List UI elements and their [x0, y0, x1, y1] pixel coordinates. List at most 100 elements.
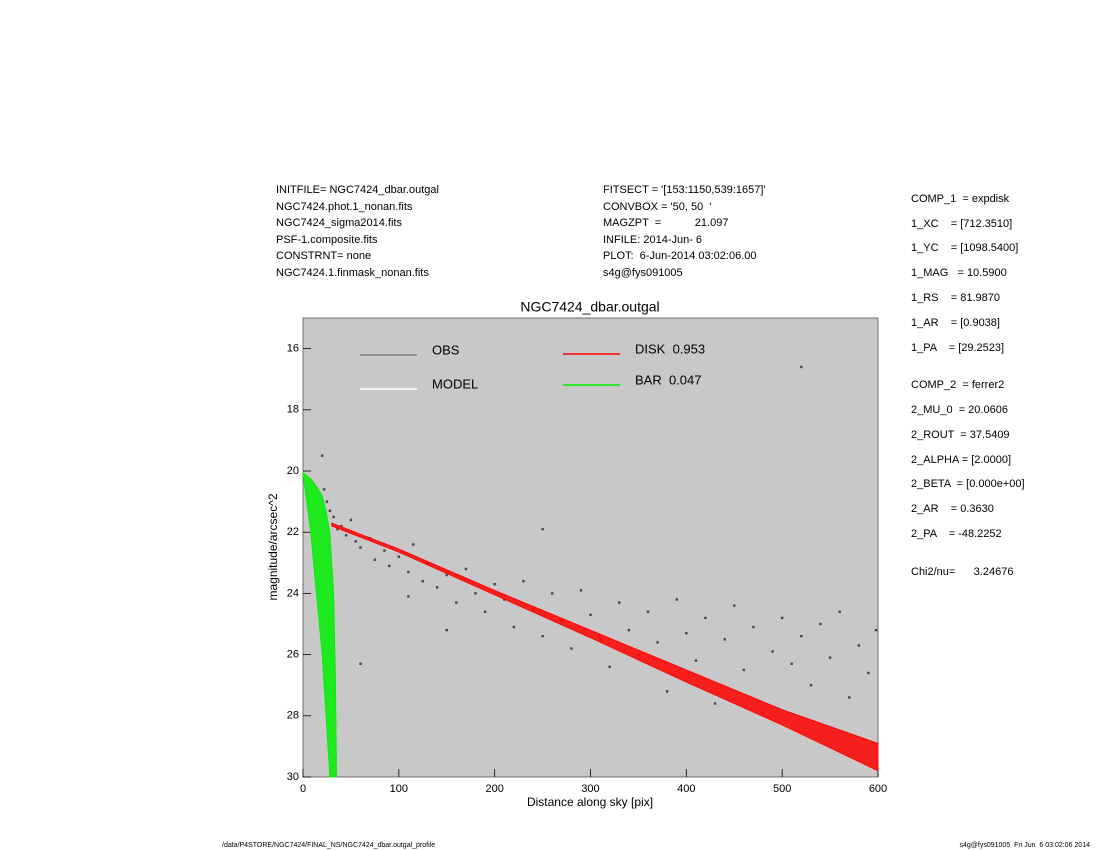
obs-point: [550, 592, 554, 595]
chart-title: NGC7424_dbar.outgal: [520, 299, 659, 315]
y-tick-label: 28: [287, 710, 299, 722]
param: 1_PA = [29.2523]: [911, 342, 1004, 354]
header-line: CONVBOX = '50, 50 ': [603, 201, 711, 213]
obs-point: [723, 638, 726, 641]
y-tick-label: 20: [287, 465, 299, 477]
y-tick-label: 26: [287, 649, 299, 661]
param: 2_AR = 0.3630: [911, 503, 994, 515]
param: 1_YC = [1098.5400]: [911, 242, 1018, 254]
obs-point: [407, 570, 410, 574]
obs-point: [733, 604, 736, 607]
obs-point: [570, 647, 573, 650]
obs-point: [373, 558, 377, 561]
obs-point: [685, 631, 688, 635]
x-tick-label: 0: [300, 783, 306, 795]
obs-point: [445, 573, 448, 577]
obs-point: [349, 518, 353, 522]
obs-point: [618, 601, 621, 604]
obs-point: [874, 628, 878, 632]
x-tick-label: 200: [485, 783, 503, 795]
x-tick-label: 300: [581, 783, 599, 795]
footer-left: /data/P4STORE/NGC7424/FINAL_NS/NGC7424_d…: [222, 842, 435, 849]
header-center: FITSECT = '[153:1150,539:1657]' CONVBOX …: [603, 184, 765, 279]
y-tick-label: 18: [287, 404, 299, 416]
obs-point: [819, 622, 822, 626]
obs-point: [388, 564, 391, 568]
obs-point: [675, 598, 678, 601]
obs-point: [627, 628, 631, 632]
obs-point: [665, 690, 669, 693]
obs-point: [455, 601, 458, 604]
obs-point: [800, 635, 803, 638]
header-line: INITFILE= NGC7424_dbar.outgal: [276, 184, 439, 196]
param: 2_PA = -48.2252: [911, 528, 1002, 540]
obs-point: [694, 659, 698, 662]
param: 2_BETA = [0.000e+00]: [911, 478, 1025, 490]
obs-point: [589, 613, 592, 617]
param: 2_MU_0 = 20.0606: [911, 404, 1008, 416]
obs-point: [407, 595, 410, 598]
x-tick-label: 500: [773, 783, 791, 795]
obs-point: [704, 616, 707, 620]
param: 1_XC = [712.3510]: [911, 218, 1012, 230]
y-tick-label: 24: [287, 587, 299, 599]
obs-point: [742, 668, 746, 672]
x-tick-label: 600: [869, 783, 887, 795]
model-band: [331, 522, 879, 772]
obs-point: [435, 586, 439, 589]
obs-point: [320, 454, 324, 457]
obs-point: [752, 625, 755, 629]
obs-point: [332, 515, 335, 519]
obs-point: [325, 500, 329, 503]
obs-point: [412, 543, 415, 546]
obs-point: [780, 616, 784, 620]
header-line: PSF-1.composite.fits: [276, 234, 378, 246]
param: COMP_2 = ferrer2: [911, 379, 1004, 391]
y-tick-label: 16: [287, 343, 299, 355]
obs-point: [867, 671, 870, 675]
legend-label: BAR 0.047: [635, 372, 702, 387]
model-band: [302, 471, 337, 778]
obs-point: [474, 592, 477, 595]
obs-point: [512, 625, 516, 629]
obs-point: [656, 641, 659, 644]
obs-point: [354, 540, 357, 543]
legend-label: DISK 0.953: [635, 341, 705, 356]
header-line: PLOT: 6-Jun-2014 03:02:06.00: [603, 250, 757, 262]
obs-point: [713, 702, 717, 705]
obs-point: [541, 635, 544, 638]
param: COMP_1 = expdisk: [911, 193, 1010, 205]
obs-point: [483, 610, 487, 613]
obs-point: [579, 589, 583, 592]
y-tick-label: 22: [287, 526, 299, 538]
params: COMP_1 = expdisk 1_XC = [712.3510] 1_YC …: [911, 193, 1025, 578]
obs-point: [397, 555, 401, 558]
obs-point: [848, 696, 851, 699]
param: 1_RS = 81.9870: [911, 292, 1000, 304]
footer-right: s4g@fys091005 Fri Jun 6 03:02:06 2014: [960, 842, 1091, 849]
legend-label: MODEL: [432, 376, 478, 391]
obs-point: [828, 656, 832, 659]
obs-point: [541, 527, 544, 531]
legend-label: OBS: [432, 342, 460, 357]
param: 2_ROUT = 37.5409: [911, 429, 1010, 441]
header-line: NGC7424.phot.1_nonan.fits: [276, 201, 413, 213]
obs-point: [493, 583, 496, 586]
header-line: NGC7424_sigma2014.fits: [276, 217, 402, 229]
obs-point: [328, 509, 332, 512]
param: Chi2/nu= 3.24676: [911, 566, 1013, 578]
y-axis-label: magnitude/arcsec^2: [266, 493, 280, 600]
header-line: NGC7424.1.finmask_nonan.fits: [276, 267, 429, 279]
obs-point: [344, 534, 348, 537]
param: 1_AR = [0.9038]: [911, 317, 1000, 329]
header-line: s4g@fys091005: [603, 267, 683, 279]
x-axis-label: Distance along sky [pix]: [527, 795, 653, 809]
param: 1_MAG = 10.5900: [911, 267, 1007, 279]
plot-area: [302, 317, 879, 778]
obs-point: [608, 665, 611, 669]
obs-point: [464, 567, 468, 571]
header-line: MAGZPT = 21.097: [603, 217, 728, 229]
obs-point: [646, 610, 650, 613]
obs-point: [336, 527, 339, 531]
